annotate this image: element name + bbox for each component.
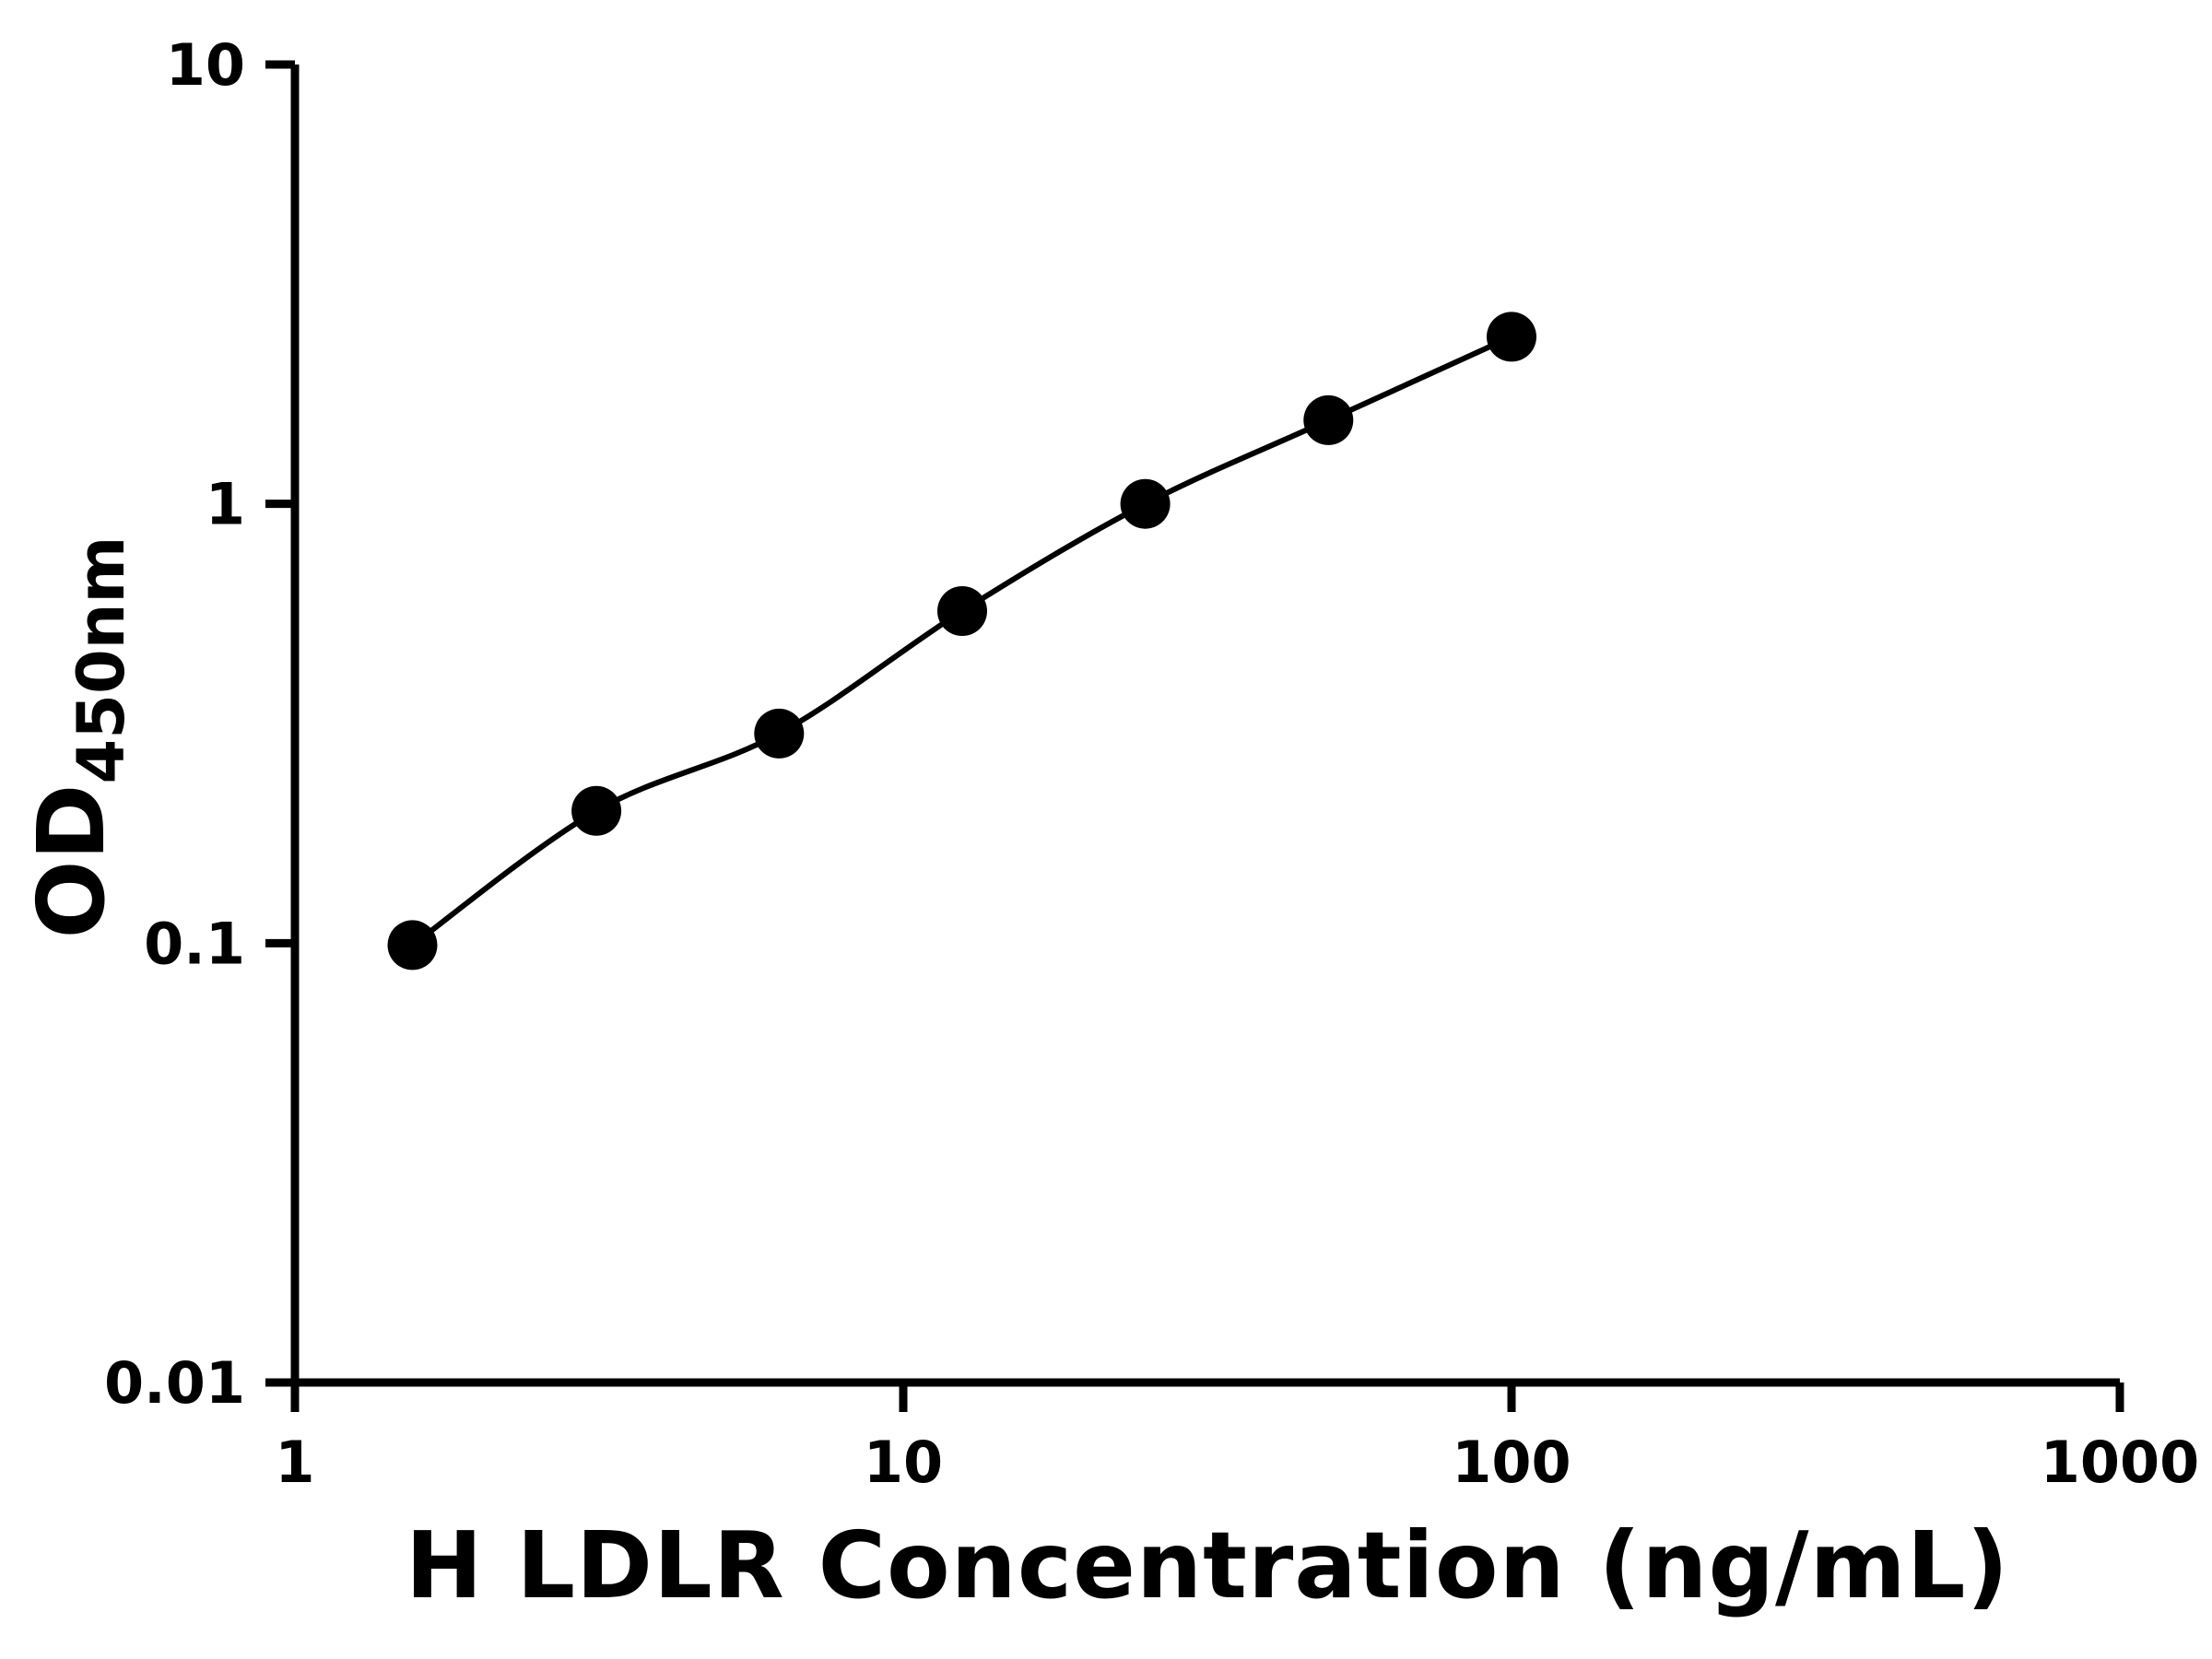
y-tick-label-1: 1 — [206, 471, 245, 538]
axis-spines — [290, 65, 2120, 1387]
x-tick-label-100: 100 — [1452, 1429, 1571, 1496]
data-point-2 — [571, 785, 622, 836]
y-tick-label-0.1: 0.1 — [144, 910, 245, 977]
data-point-6 — [1303, 394, 1354, 445]
y-axis-title-subscript: 450nm — [64, 535, 139, 784]
data-point-1 — [387, 920, 438, 971]
y-tick-label-10: 10 — [166, 31, 245, 99]
y-tick-label-0.01: 0.01 — [104, 1349, 245, 1417]
y-axis-title: OD450nm — [18, 536, 139, 939]
x-axis-title: H LDLR Concentration (ng/mL) — [405, 1512, 2010, 1619]
x-tick-label-10: 10 — [864, 1429, 943, 1496]
data-point-4 — [937, 586, 987, 636]
x-tick-label-1: 1 — [275, 1429, 314, 1496]
x-tick-label-1000: 1000 — [2041, 1429, 2200, 1496]
data-point-7 — [1487, 312, 1536, 362]
data-point-5 — [1120, 478, 1171, 529]
data-point-3 — [754, 708, 805, 759]
y-axis-title-main: OD — [18, 783, 125, 939]
